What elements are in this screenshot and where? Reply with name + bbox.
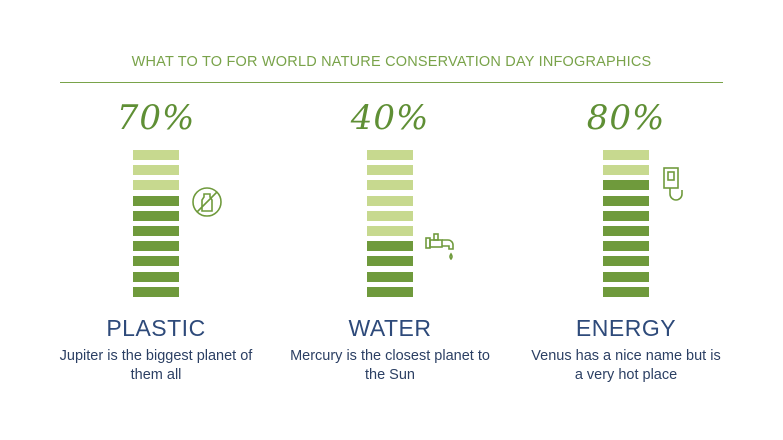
page-title: WHAT TO TO FOR WORLD NATURE CONSERVATION… bbox=[131, 54, 652, 70]
level-segment-filled bbox=[603, 195, 649, 206]
energy-percent: 80% bbox=[586, 98, 666, 138]
plastic-percent: 70% bbox=[116, 98, 196, 138]
water-section: 40% WATER Mercury is the closest planet … bbox=[290, 0, 490, 440]
water-level-bars bbox=[367, 150, 413, 302]
level-segment-filled bbox=[603, 256, 649, 267]
level-segment-empty bbox=[367, 150, 413, 160]
level-segment-empty bbox=[367, 225, 413, 236]
level-segment-filled bbox=[603, 241, 649, 252]
plastic-description: Jupiter is the biggest planet of them al… bbox=[59, 348, 253, 383]
level-segment-filled bbox=[603, 225, 649, 236]
title-divider bbox=[60, 82, 723, 83]
level-segment-filled bbox=[603, 180, 649, 191]
level-segment-empty bbox=[367, 180, 413, 191]
level-segment-filled bbox=[133, 271, 179, 282]
energy-heading: ENERGY bbox=[575, 315, 677, 341]
level-segment-filled bbox=[603, 210, 649, 221]
level-segment-filled bbox=[133, 225, 179, 236]
level-segment-empty bbox=[367, 165, 413, 176]
level-segment-empty bbox=[603, 165, 649, 176]
level-segment-filled bbox=[367, 286, 413, 297]
level-segment-filled bbox=[133, 210, 179, 221]
plastic-section: 70% PLASTIC Jupiter is the biggest plane… bbox=[56, 0, 256, 440]
energy-description: Venus has a nice name but is a very hot … bbox=[531, 348, 721, 383]
level-segment-empty bbox=[133, 165, 179, 176]
level-segment-empty bbox=[367, 195, 413, 206]
level-segment-filled bbox=[133, 195, 179, 206]
energy-level-bars bbox=[603, 150, 649, 302]
level-segment-filled bbox=[367, 271, 413, 282]
energy-section: 80% ENERGY Venus has a nice name but is … bbox=[526, 0, 726, 440]
level-segment-filled bbox=[367, 241, 413, 252]
level-segment-filled bbox=[603, 271, 649, 282]
no-plastic-bottle-icon bbox=[191, 186, 223, 218]
level-segment-filled bbox=[367, 256, 413, 267]
water-description: Mercury is the closest planet to the Sun bbox=[290, 348, 490, 383]
level-segment-empty bbox=[133, 150, 179, 160]
water-faucet-icon bbox=[424, 230, 460, 266]
level-segment-filled bbox=[133, 256, 179, 267]
plastic-heading: PLASTIC bbox=[106, 315, 206, 341]
level-segment-empty bbox=[367, 210, 413, 221]
light-switch-icon bbox=[660, 166, 684, 206]
level-segment-filled bbox=[603, 286, 649, 297]
water-heading: WATER bbox=[348, 315, 432, 341]
level-segment-empty bbox=[603, 150, 649, 160]
level-segment-filled bbox=[133, 286, 179, 297]
level-segment-empty bbox=[133, 180, 179, 191]
level-segment-filled bbox=[133, 241, 179, 252]
water-percent: 40% bbox=[350, 98, 430, 138]
plastic-level-bars bbox=[133, 150, 179, 302]
